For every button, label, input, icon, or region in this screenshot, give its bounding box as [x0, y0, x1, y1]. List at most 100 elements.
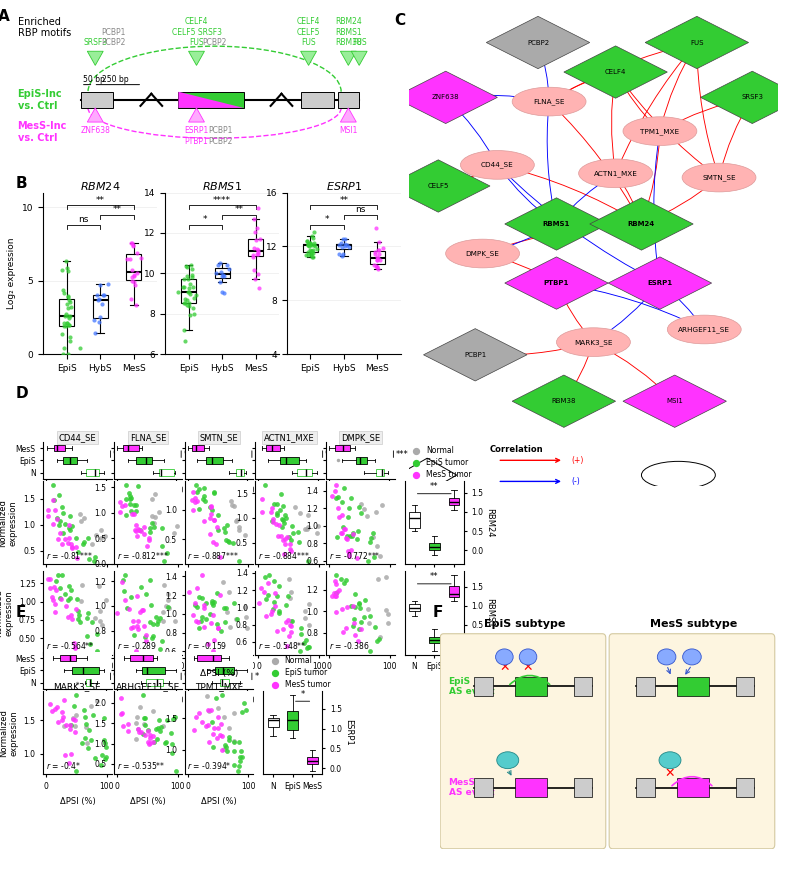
Point — [53, 592, 66, 605]
Bar — [81, 92, 113, 108]
Point — [372, 262, 384, 276]
PathPatch shape — [336, 244, 351, 248]
Text: ACTN1_MXE: ACTN1_MXE — [593, 170, 637, 177]
Point — [75, 594, 87, 608]
Point — [133, 725, 145, 739]
Point — [89, 550, 101, 564]
Text: ns: ns — [79, 215, 89, 224]
Text: *: * — [255, 672, 259, 681]
PathPatch shape — [130, 654, 153, 662]
Point — [89, 612, 101, 626]
Bar — [515, 779, 546, 797]
Point — [196, 591, 208, 605]
Point — [214, 550, 226, 564]
Point — [275, 487, 288, 500]
Point — [352, 597, 365, 611]
Ellipse shape — [446, 239, 520, 268]
Point — [221, 518, 233, 532]
Point — [301, 238, 314, 252]
Point — [47, 517, 60, 531]
Point — [185, 269, 198, 283]
Point — [306, 244, 318, 258]
Point — [128, 275, 141, 289]
Point — [303, 236, 316, 250]
Point — [81, 530, 94, 544]
PathPatch shape — [181, 279, 196, 303]
Bar — [636, 779, 655, 797]
Point — [352, 634, 365, 648]
Point — [182, 285, 194, 299]
Point — [287, 526, 299, 540]
Point — [189, 495, 201, 509]
Point — [116, 718, 129, 732]
Point — [147, 734, 160, 748]
Y-axis label: RBM24: RBM24 — [486, 508, 494, 537]
Point — [199, 493, 211, 507]
Point — [70, 540, 83, 554]
Point — [71, 592, 83, 605]
Point — [215, 265, 228, 279]
Point — [189, 491, 202, 505]
Text: RBMS1: RBMS1 — [681, 654, 703, 660]
Point — [153, 724, 166, 738]
Point — [46, 478, 59, 492]
Point — [128, 268, 141, 282]
Point — [160, 546, 173, 560]
Point — [151, 614, 163, 628]
Text: RBM38: RBM38 — [552, 398, 576, 404]
Point — [178, 296, 190, 310]
Point — [89, 326, 101, 340]
Text: ***: *** — [184, 450, 196, 458]
Point — [60, 718, 72, 732]
Point — [181, 260, 193, 274]
Point — [62, 318, 75, 332]
Point — [57, 710, 69, 724]
Point — [266, 605, 278, 619]
Point — [285, 519, 298, 533]
Point — [260, 609, 273, 623]
Text: C: C — [394, 13, 405, 28]
Point — [55, 262, 68, 276]
Point — [85, 698, 97, 712]
Point — [295, 621, 307, 635]
Point — [160, 735, 172, 749]
Point — [211, 701, 224, 715]
Point — [94, 604, 106, 618]
Point — [206, 715, 219, 729]
Point — [159, 736, 171, 750]
Point — [349, 587, 362, 601]
Point — [193, 706, 205, 720]
Point — [373, 248, 385, 262]
Point — [339, 232, 351, 246]
Point — [376, 242, 389, 256]
Point — [64, 333, 76, 347]
Point — [355, 506, 368, 520]
Text: MesS-Inc: MesS-Inc — [17, 121, 67, 131]
Point — [216, 269, 229, 283]
Polygon shape — [387, 160, 490, 212]
Text: $r$ = -0.394*: $r$ = -0.394* — [187, 760, 232, 771]
Point — [284, 591, 296, 605]
Text: vs. Ctrl: vs. Ctrl — [17, 133, 57, 144]
PathPatch shape — [86, 679, 91, 686]
Point — [340, 531, 352, 545]
Point — [62, 302, 75, 316]
Point — [339, 522, 351, 536]
Point — [219, 615, 231, 629]
Point — [233, 520, 245, 534]
Point — [132, 522, 145, 536]
Text: CELF4: CELF4 — [605, 69, 626, 75]
Point — [215, 729, 228, 743]
Point — [181, 298, 193, 312]
Point — [153, 642, 166, 656]
Point — [64, 722, 76, 736]
Point — [235, 750, 248, 764]
Point — [126, 270, 138, 284]
Point — [64, 300, 77, 314]
Point — [351, 532, 363, 546]
Point — [51, 511, 64, 525]
Point — [60, 319, 72, 333]
Point — [91, 293, 104, 307]
Point — [42, 571, 54, 585]
Point — [56, 704, 68, 718]
